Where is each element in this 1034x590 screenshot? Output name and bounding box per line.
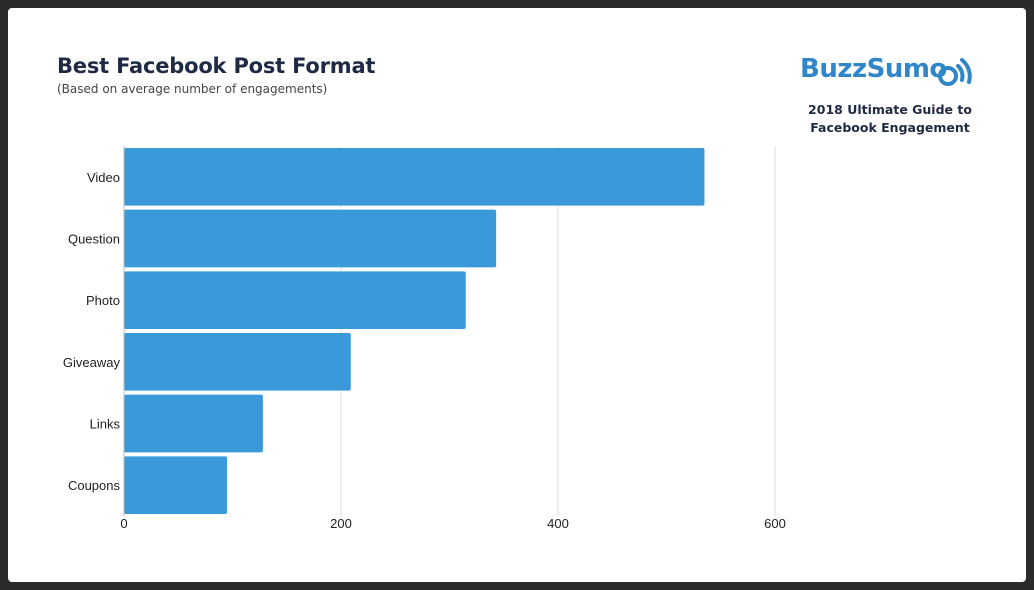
x-tick-label-400: 400 [547,516,569,531]
bar-giveaway [124,333,351,391]
category-label-giveaway: Giveaway [63,355,121,370]
chart-subtitle: (Based on average number of engagements) [57,82,328,96]
chart-title: Best Facebook Post Format [57,54,376,78]
bar-links [124,394,263,453]
bar-photo [124,271,466,329]
guide-line-2: Facebook Engagement [810,120,970,135]
x-tick-label-200: 200 [330,516,352,531]
x-tick-label-600: 600 [764,516,786,531]
category-label-video: Video [87,170,120,185]
brand-logo-text: BuzzSumo [800,54,947,84]
bar-question [124,209,497,268]
guide-caption: 2018 Ultimate Guide to Facebook Engageme… [790,101,990,137]
category-label-links: Links [90,417,121,432]
x-tick-label-0: 0 [120,516,127,531]
category-label-photo: Photo [86,293,120,308]
category-label-coupons: Coupons [68,478,121,493]
guide-line-1: 2018 Ultimate Guide to [808,102,972,117]
bar-coupons [124,456,228,514]
category-label-question: Question [68,232,120,247]
brand-logo: BuzzSumo [800,52,990,92]
wifi-signal-icon [934,52,978,95]
bar-video [124,148,705,206]
